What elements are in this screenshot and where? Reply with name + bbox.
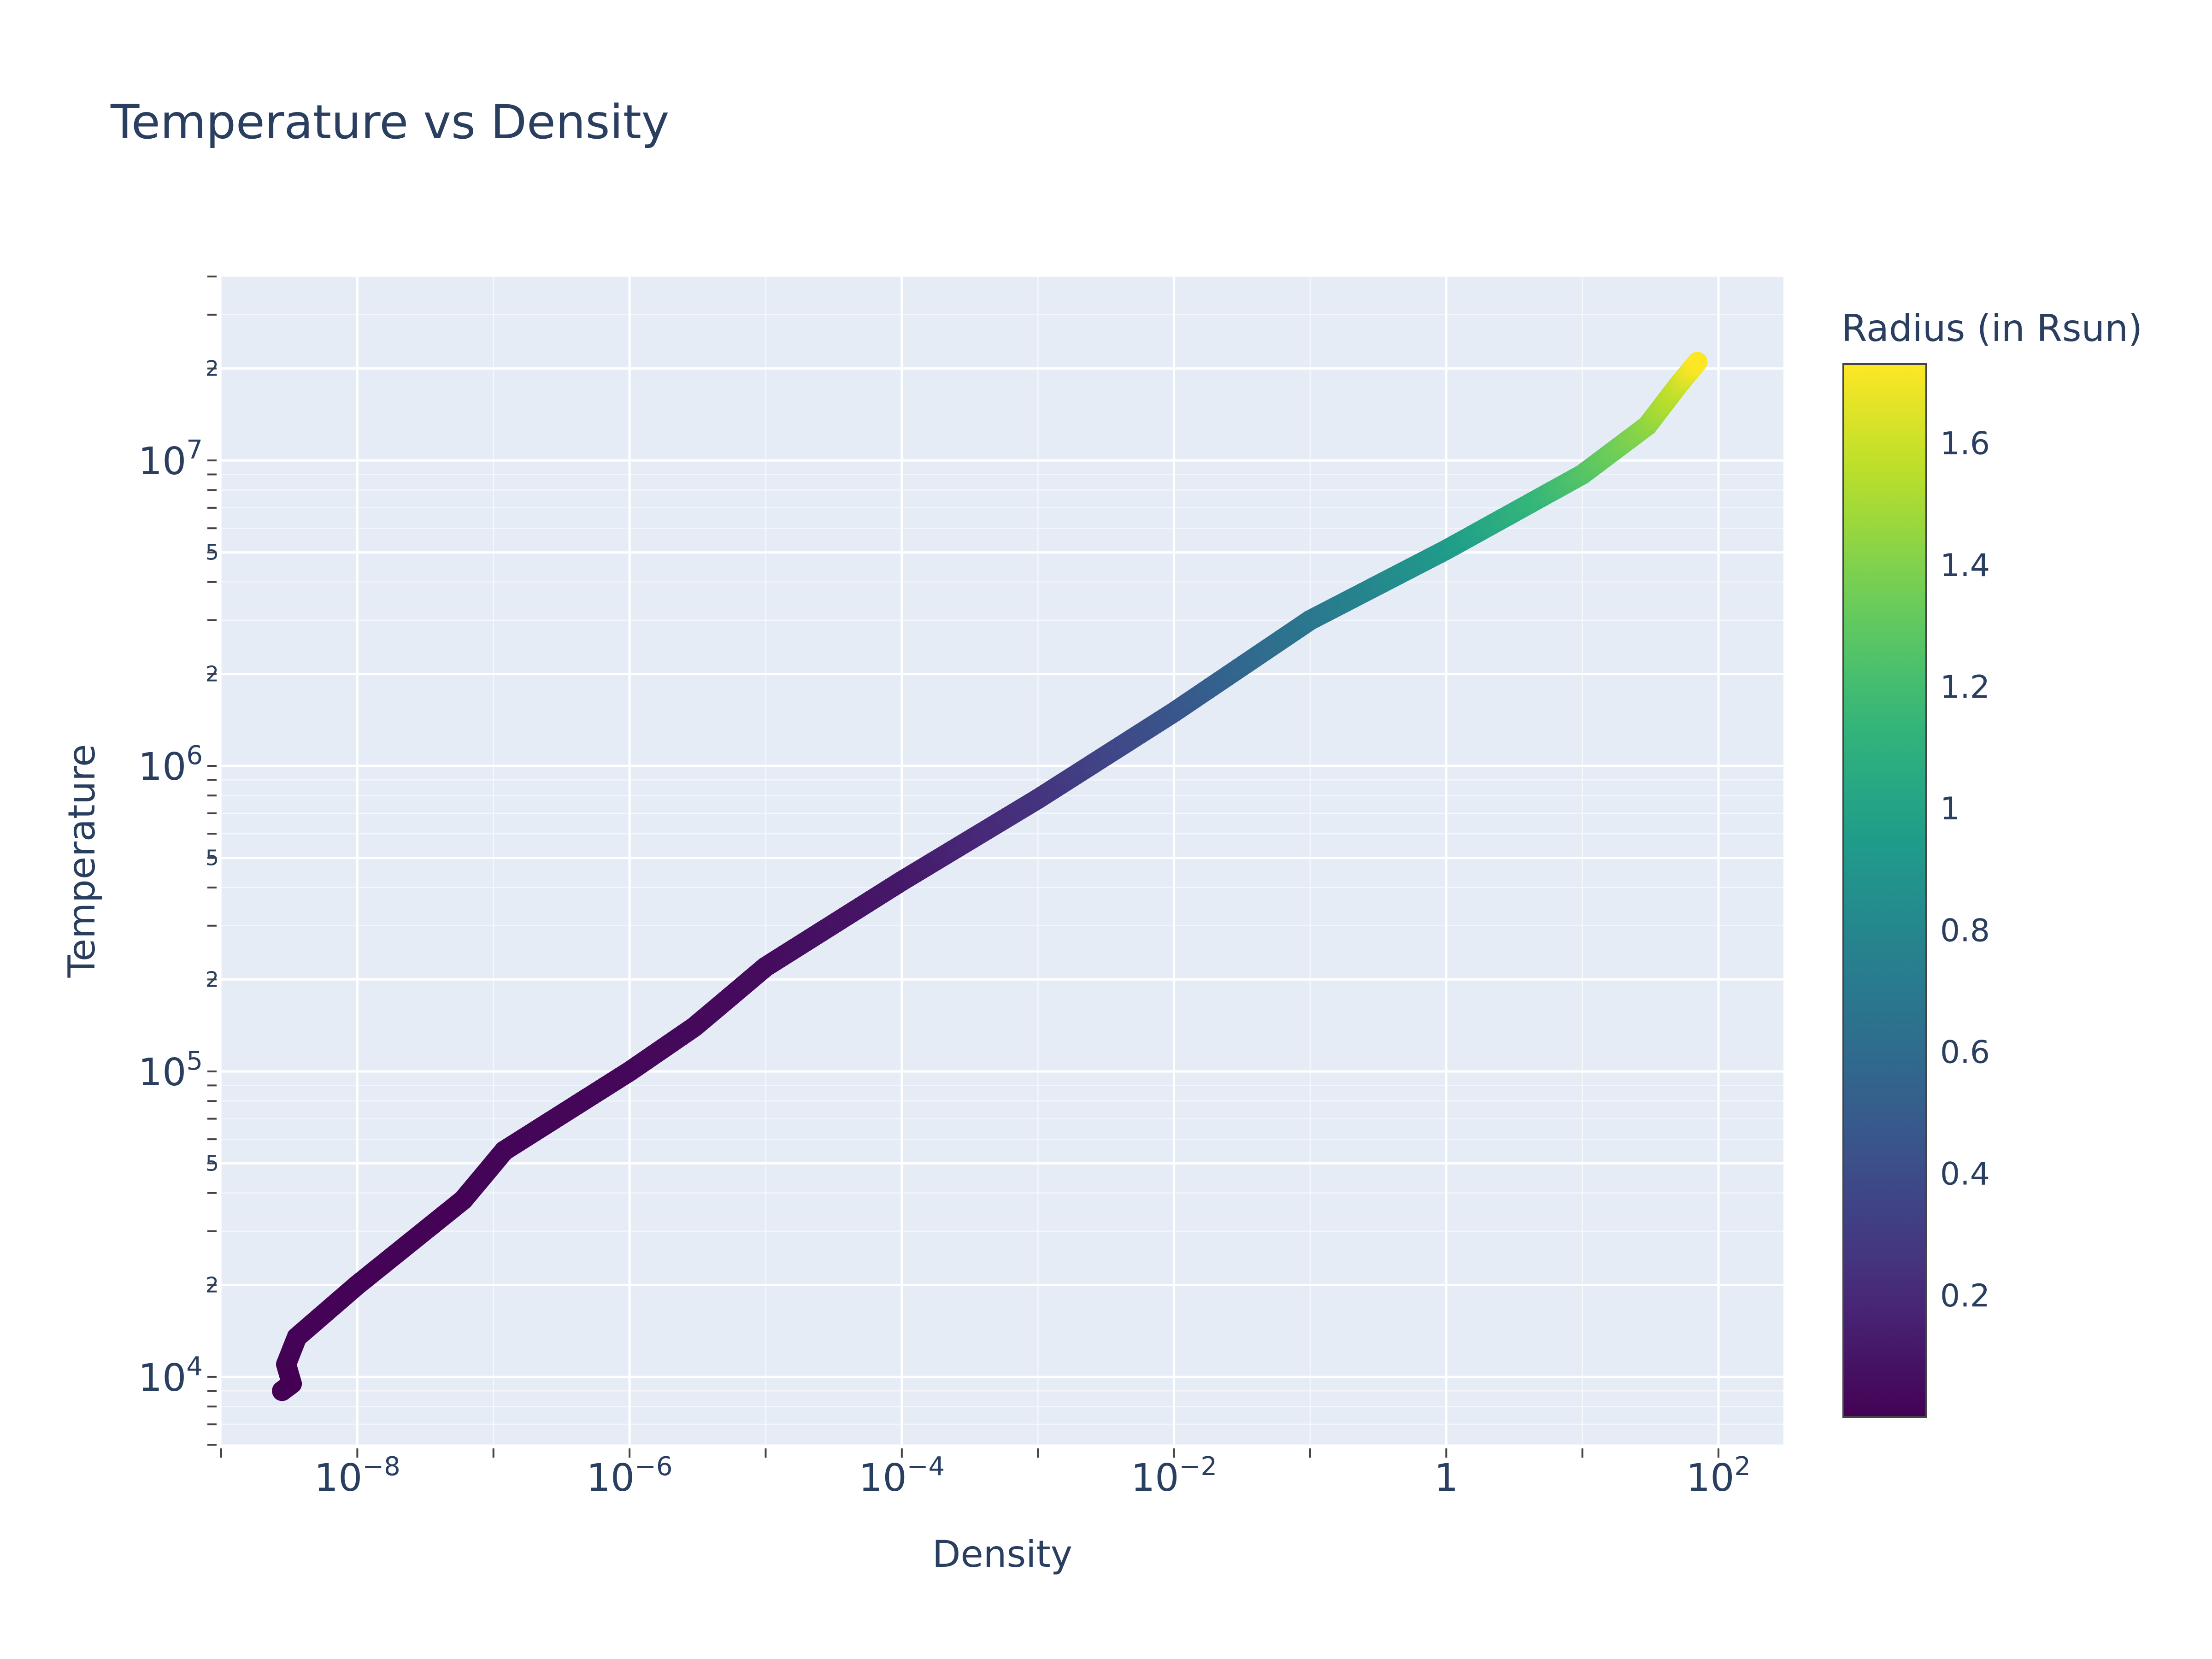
colorbar-tick-label: 0.2	[1940, 1278, 1990, 1314]
chart-title: Temperature vs Density	[110, 95, 669, 150]
y-minor-tick-label: 2	[206, 967, 219, 992]
colorbar-tick-label: 1.6	[1940, 426, 1990, 462]
colorbar-tick-label: 0.8	[1940, 912, 1990, 949]
x-tick-label: 10−6	[587, 1452, 673, 1500]
colorbar-ticks: 1.6 1.4 1.2 1 0.8 0.6 0.4 0.2	[1940, 426, 1990, 1314]
data-point	[1687, 352, 1708, 372]
colorbar-tick-label: 1.4	[1940, 547, 1990, 584]
y-minor-tick-label: 5	[206, 846, 219, 871]
plot-area	[221, 276, 1783, 1445]
y-tick-label: 107	[138, 435, 203, 483]
colorbar-tick-label: 0.6	[1940, 1035, 1990, 1071]
colorbar-tick-label: 0.4	[1940, 1156, 1990, 1193]
y-tick-label: 106	[138, 741, 203, 789]
axis-ticks: 10−8 10−6 10−4 10−2 1 102 104 105 106 107 2 5 2 5 2 5 2	[138, 276, 1751, 1500]
x-tick-label: 102	[1686, 1452, 1751, 1500]
colorbar-tick-label: 1	[1940, 791, 1960, 827]
y-tick-label: 104	[138, 1352, 203, 1400]
data-series	[272, 352, 1708, 1401]
y-minor-tick-label: 5	[206, 540, 219, 565]
grid	[220, 276, 1783, 1446]
x-tick-label: 10−4	[859, 1452, 945, 1500]
y-minor-tick-label: 2	[206, 661, 219, 686]
y-axis-title: Temperature	[60, 744, 103, 978]
colorbar: Radius (in Rsun) 1.6 1.4 1.2 1 0.8 0.6 0.4 0.2	[1841, 307, 2142, 1418]
y-minor-tick-label: 2	[206, 356, 219, 381]
x-tick-label: 10−2	[1131, 1452, 1217, 1500]
x-tick-label: 10−8	[314, 1452, 400, 1500]
y-tick-label: 105	[138, 1046, 203, 1094]
y-minor-tick-label: 2	[206, 1272, 219, 1297]
colorbar-title: Radius (in Rsun)	[1841, 307, 2142, 350]
x-axis-title: Density	[932, 1533, 1072, 1576]
colorbar-tick-label: 1.2	[1940, 669, 1990, 706]
y-minor-tick-label: 5	[206, 1151, 219, 1176]
colorbar-gradient	[1842, 363, 1927, 1418]
x-tick-label: 1	[1434, 1456, 1458, 1500]
